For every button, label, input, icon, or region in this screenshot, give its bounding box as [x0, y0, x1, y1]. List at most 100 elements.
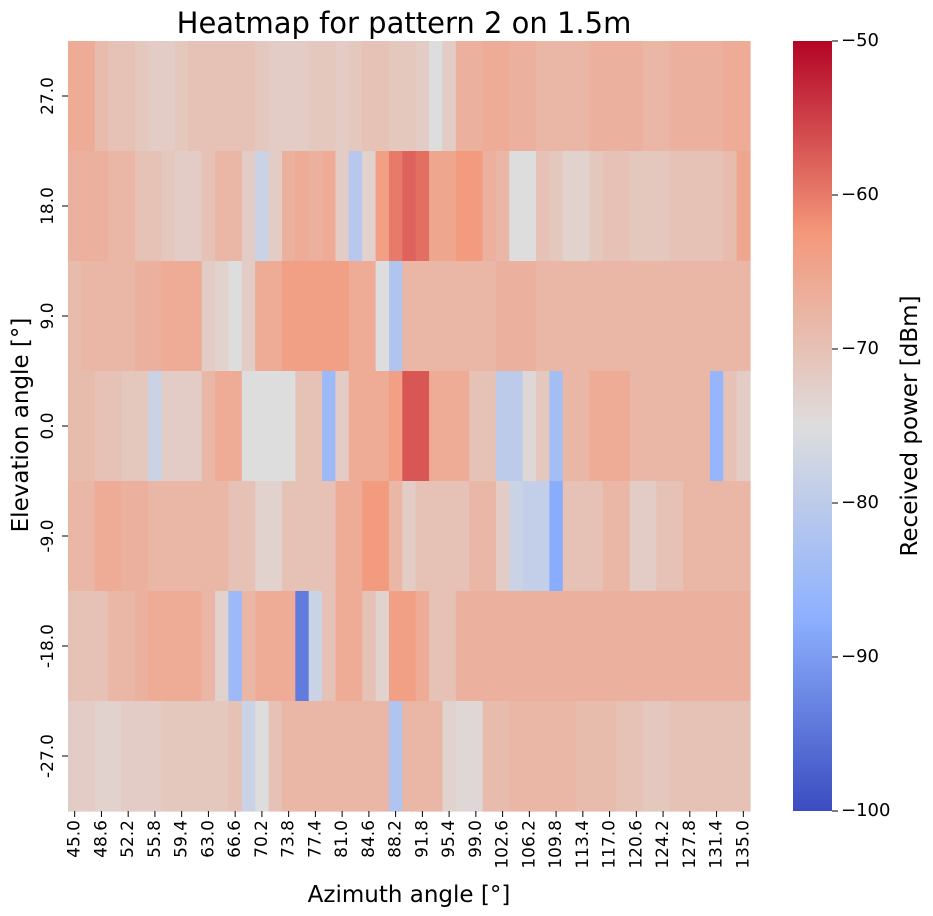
heatmap-cell: [589, 151, 604, 262]
heatmap-cell: [616, 371, 631, 482]
heatmap-cell: [375, 41, 390, 152]
heatmap-cell: [388, 151, 403, 262]
heatmap-cell: [723, 41, 738, 152]
heatmap-cell: [402, 371, 417, 482]
heatmap-cell: [576, 41, 591, 152]
heatmap-cell: [228, 261, 243, 372]
heatmap-cell: [81, 591, 96, 702]
y-tick-label: 0.0: [38, 412, 58, 439]
x-tick-label: 73.8: [279, 820, 299, 858]
heatmap-cell: [215, 41, 230, 152]
heatmap-cell: [429, 151, 444, 262]
heatmap-cell: [375, 481, 390, 592]
heatmap-cell: [709, 261, 724, 372]
heatmap-cell: [308, 701, 323, 812]
heatmap-cell: [562, 701, 577, 812]
heatmap-cell: [241, 371, 256, 482]
heatmap-cell: [455, 481, 470, 592]
heatmap-cell: [308, 371, 323, 482]
heatmap-cell: [723, 261, 738, 372]
heatmap-cell: [683, 481, 698, 592]
heatmap-cell: [442, 41, 457, 152]
heatmap-cell: [495, 701, 510, 812]
heatmap-cell: [348, 701, 363, 812]
heatmap-cell: [255, 591, 270, 702]
heatmap-cell: [709, 151, 724, 262]
heatmap-cell: [388, 261, 403, 372]
heatmap-cell: [536, 701, 551, 812]
heatmap-cell: [362, 701, 377, 812]
heatmap-cell: [736, 591, 751, 702]
colorbar-ticks: −50 −60 −70 −80 −90 −100: [832, 30, 890, 821]
heatmap-cell: [429, 701, 444, 812]
heatmap-cell: [94, 591, 109, 702]
heatmap-cell: [148, 371, 163, 482]
heatmap-cell: [94, 41, 109, 152]
heatmap-cell: [455, 371, 470, 482]
heatmap-cell: [589, 261, 604, 372]
heatmap-cell: [388, 371, 403, 482]
heatmap-cell: [656, 261, 671, 372]
heatmap-cell: [68, 701, 82, 812]
heatmap-cell: [308, 591, 323, 702]
x-tick-label: 131.4: [707, 820, 727, 869]
heatmap-cell: [415, 151, 430, 262]
heatmap-cell: [335, 591, 350, 702]
x-tick-label: 124.2: [653, 820, 673, 869]
y-axis-label: Elevation angle [°]: [8, 318, 34, 533]
x-axis-label: Azimuth angle [°]: [308, 882, 511, 908]
heatmap-cell: [522, 701, 537, 812]
x-tick-label: 127.8: [680, 820, 700, 869]
heatmap-cell: [495, 261, 510, 372]
heatmap-cell: [723, 591, 738, 702]
heatmap-cell: [322, 41, 337, 152]
heatmap-cell: [121, 41, 136, 152]
heatmap-cell: [736, 41, 751, 152]
heatmap-cell: [696, 151, 711, 262]
heatmap-cell: [536, 41, 551, 152]
heatmap-cell: [669, 261, 684, 372]
heatmap-cell: [482, 41, 497, 152]
heatmap-cell: [696, 591, 711, 702]
heatmap-cell: [482, 151, 497, 262]
heatmap-cell: [215, 701, 230, 812]
heatmap-cell: [362, 591, 377, 702]
heatmap-cell: [188, 701, 203, 812]
heatmap-cell: [134, 481, 149, 592]
heatmap-cell: [616, 481, 631, 592]
heatmap-cell: [255, 701, 270, 812]
heatmap-cell: [602, 41, 617, 152]
heatmap-cell: [81, 481, 96, 592]
heatmap-cell: [161, 151, 176, 262]
heatmap-cell: [174, 151, 189, 262]
heatmap-cell: [549, 151, 564, 262]
heatmap-cell: [469, 41, 484, 152]
heatmap-cell: [188, 371, 203, 482]
y-tick-label: -9.0: [38, 519, 58, 552]
heatmap-cell: [322, 371, 337, 482]
heatmap-cell: [94, 151, 109, 262]
heatmap-cell: [455, 591, 470, 702]
heatmap-cell: [469, 261, 484, 372]
heatmap-cell: [215, 151, 230, 262]
chart-title: Heatmap for pattern 2 on 1.5m: [177, 6, 632, 40]
heatmap-cell: [669, 591, 684, 702]
x-tick-label: 91.8: [412, 820, 432, 858]
heatmap-cell: [388, 481, 403, 592]
heatmap-cell: [108, 591, 123, 702]
heatmap-cell: [241, 591, 256, 702]
heatmap-cell: [108, 701, 123, 812]
heatmap-cell: [536, 371, 551, 482]
heatmap-cell: [549, 481, 564, 592]
heatmap-cell: [509, 481, 524, 592]
heatmap-cell: [509, 371, 524, 482]
heatmap-cell: [455, 701, 470, 812]
heatmap-cell: [536, 481, 551, 592]
heatmap-cell: [188, 41, 203, 152]
heatmap-cell: [562, 591, 577, 702]
heatmap-cell: [522, 151, 537, 262]
x-tick-label: 52.2: [118, 820, 138, 858]
y-tick-label: 27.0: [38, 77, 58, 115]
heatmap-cell: [255, 151, 270, 262]
